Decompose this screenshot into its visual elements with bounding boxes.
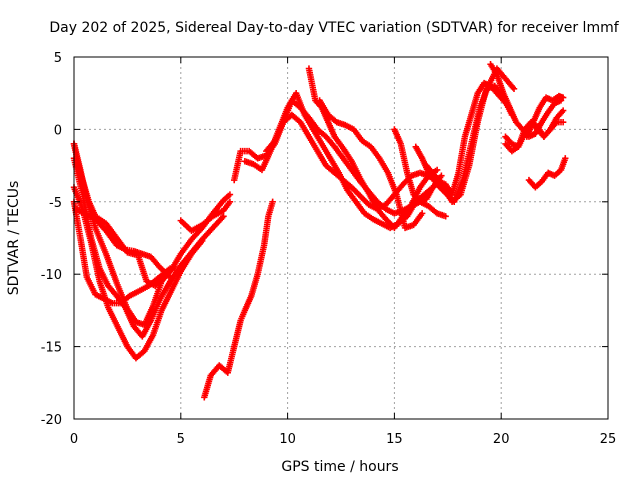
series-arc-19 xyxy=(523,92,567,140)
data-point xyxy=(198,237,206,245)
y-axis-title: SDTVAR / TECUs xyxy=(6,181,22,296)
y-tick-label: -10 xyxy=(41,268,62,283)
y-tick-label: -20 xyxy=(41,413,62,428)
data-point xyxy=(166,265,174,272)
data-point xyxy=(166,273,174,281)
axis-ticks: 0 5 10 15 20 25 -20 -15 -10 -5 0 5 xyxy=(41,51,617,447)
data-point xyxy=(559,94,567,101)
x-tick-label: 15 xyxy=(386,432,403,447)
x-axis-title: GPS time / hours xyxy=(281,459,398,475)
data-point xyxy=(442,213,449,220)
data-point xyxy=(171,263,178,271)
data-point xyxy=(220,213,227,220)
series-arc-21 xyxy=(525,155,569,191)
data-point xyxy=(438,172,445,179)
x-tick-label: 25 xyxy=(600,432,617,447)
x-tick-label: 0 xyxy=(70,432,78,447)
plot-frame xyxy=(73,56,609,420)
series-arc-17 xyxy=(487,61,565,140)
data-markers xyxy=(70,61,569,401)
grid-lines xyxy=(74,57,608,419)
data-point xyxy=(226,191,234,198)
series-arc-5 xyxy=(70,198,174,307)
data-point xyxy=(226,198,234,205)
x-tick-label: 20 xyxy=(493,432,510,447)
y-tick-label: 5 xyxy=(54,51,62,66)
y-tick-label: -5 xyxy=(49,196,62,211)
y-tick-label: 0 xyxy=(54,123,62,138)
data-point xyxy=(562,155,569,162)
data-point xyxy=(559,118,567,126)
y-tick-label: -15 xyxy=(41,341,62,356)
chart-title: Day 202 of 2025, Sidereal Day-to-day VTE… xyxy=(49,20,619,36)
x-tick-label: 10 xyxy=(279,432,296,447)
series-arc-8 xyxy=(201,198,276,401)
series-arc-14 xyxy=(391,79,513,205)
data-point xyxy=(510,85,518,93)
data-point xyxy=(433,166,441,174)
series-arc-20 xyxy=(502,118,567,155)
data-point xyxy=(418,210,426,217)
data-point xyxy=(269,198,276,205)
series-arc-13 xyxy=(316,97,426,232)
data-point xyxy=(559,107,567,114)
series-arc-6 xyxy=(72,205,174,281)
x-tick-label: 5 xyxy=(177,432,185,447)
series-arc-7 xyxy=(177,198,234,234)
